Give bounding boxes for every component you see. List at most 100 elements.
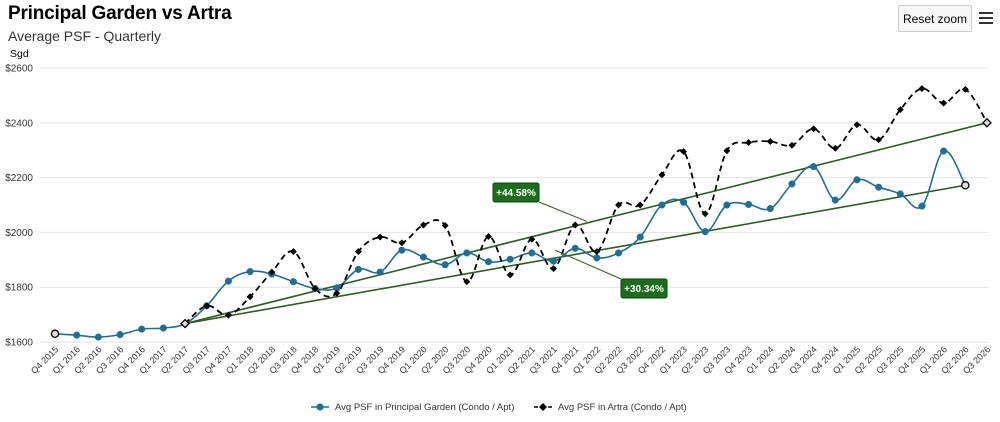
data-point[interactable] [766,137,774,145]
data-point[interactable] [224,277,232,285]
data-point[interactable] [745,138,753,147]
data-point[interactable] [484,232,493,241]
data-point[interactable] [376,268,384,276]
data-point[interactable] [614,249,623,257]
data-point[interactable] [289,278,297,286]
data-point[interactable] [680,198,688,206]
data-point[interactable] [354,265,362,273]
data-point[interactable] [333,289,341,297]
data-point[interactable] [701,228,709,236]
legend[interactable]: Avg PSF in Principal Garden (Condo / Apt… [311,402,687,413]
data-point[interactable] [419,253,428,261]
data-point[interactable] [398,239,406,247]
data-point[interactable] [658,171,666,179]
annotation-box [492,182,540,203]
series-lines [54,87,988,338]
hamburger-menu-icon[interactable] [976,8,996,28]
data-point[interactable] [940,147,948,155]
data-point[interactable] [441,261,449,269]
annotations: +44.58% +30.34% [492,182,668,299]
data-point[interactable] [138,325,146,333]
data-point[interactable] [311,285,319,293]
data-point[interactable] [636,201,644,209]
data-point[interactable] [571,244,579,252]
trend-lines [184,122,988,325]
data-point[interactable] [398,246,406,254]
data-point[interactable] [419,221,428,229]
data-point[interactable] [723,147,731,155]
data-point[interactable] [180,318,190,329]
data-point[interactable] [116,331,124,339]
data-point[interactable] [549,265,558,273]
data-point[interactable] [463,278,471,286]
data-point[interactable] [224,311,232,319]
data-point[interactable] [506,271,514,279]
data-point[interactable] [571,221,579,229]
data-point[interactable] [203,302,211,310]
y-tick-label: $1800 [5,283,33,294]
data-point[interactable] [940,99,948,107]
data-point[interactable] [788,141,796,149]
data-point[interactable] [853,121,861,129]
data-point[interactable] [918,202,926,210]
data-point[interactable] [810,163,818,171]
data-point[interactable] [289,248,297,256]
y-tick-label: $2600 [5,64,33,75]
y-tick-label: $1600 [5,338,33,349]
data-point[interactable] [896,106,904,114]
data-point[interactable] [441,221,449,230]
data-point[interactable] [354,248,362,256]
data-point[interactable] [614,201,623,209]
legend-label: Avg PSF in Artra (Condo / Apt) [558,402,687,413]
data-point[interactable] [961,85,969,93]
y-tick-label: $2000 [5,228,33,239]
data-point[interactable] [831,144,839,152]
data-point[interactable] [268,268,276,276]
data-point[interactable] [766,205,774,213]
data-point[interactable] [506,255,514,263]
y-axis-title: Sgd [10,48,29,60]
data-point[interactable] [159,324,167,332]
data-point[interactable] [723,201,731,209]
series-line [54,150,967,338]
y-tick-label: $2200 [5,173,33,184]
data-point[interactable] [246,268,254,276]
data-point[interactable] [94,333,102,341]
data-point[interactable] [549,257,558,265]
reset-zoom-button[interactable]: Reset zoom [898,5,972,32]
data-point[interactable] [745,200,753,209]
data-point[interactable] [246,293,254,301]
chart-subtitle: Average PSF - Quarterly [8,28,162,44]
data-point[interactable] [788,180,796,188]
data-point[interactable] [376,233,384,241]
data-point[interactable] [484,258,493,266]
annotation-box [620,278,668,299]
legend-item[interactable]: Avg PSF in Principal Garden (Condo / Apt… [311,402,514,413]
data-point[interactable] [528,235,536,243]
legend-item[interactable]: Avg PSF in Artra (Condo / Apt) [534,402,687,413]
data-point[interactable] [636,233,644,241]
data-point[interactable] [50,329,60,339]
data-point[interactable] [875,183,883,191]
chart-title: Principal Garden vs Artra [8,3,232,24]
data-point[interactable] [810,125,818,133]
legend-label: Avg PSF in Principal Garden (Condo / Apt… [335,402,514,413]
data-point[interactable] [853,176,861,184]
data-point[interactable] [528,249,536,257]
data-point[interactable] [918,84,926,93]
data-point[interactable] [896,190,904,198]
data-point[interactable] [593,248,601,256]
data-point[interactable] [73,331,81,339]
series-line [184,87,988,325]
data-point[interactable] [701,210,709,218]
annotation-label: +30.34% [624,284,664,295]
annotation-leader [554,249,622,280]
data-point[interactable] [961,181,970,190]
data-point[interactable] [593,254,601,262]
data-point[interactable] [831,196,839,204]
data-point[interactable] [680,148,688,156]
data-point[interactable] [658,201,666,209]
data-point[interactable] [463,249,471,257]
data-point[interactable] [982,117,992,128]
data-point[interactable] [875,136,883,144]
